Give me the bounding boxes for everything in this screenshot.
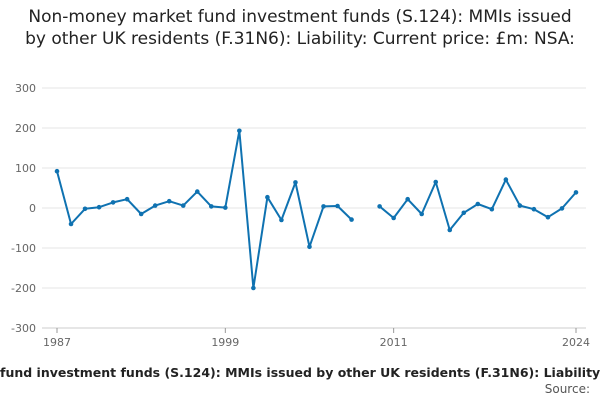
- data-point: [517, 203, 523, 208]
- source-label: Source:: [544, 382, 590, 396]
- data-point: [573, 190, 579, 195]
- y-tick-label: 0: [29, 202, 36, 215]
- data-point: [138, 211, 144, 217]
- data-point: [559, 206, 565, 211]
- data-point: [391, 215, 396, 221]
- grid-lines: [42, 87, 586, 329]
- x-tick-label: 2011: [380, 336, 408, 349]
- data-point: [545, 214, 551, 220]
- series-line-segment: [56, 129, 353, 289]
- data-point: [251, 285, 256, 291]
- y-tick-label: 200: [15, 122, 36, 135]
- data-point: [54, 168, 60, 174]
- data-point: [208, 204, 214, 209]
- x-tick-label: 2024: [562, 336, 590, 349]
- y-tick-label: -100: [11, 242, 36, 255]
- y-tick-label: -300: [11, 322, 36, 335]
- chart-title: Non-money market fund investment funds (…: [25, 7, 575, 49]
- y-tick-label: -200: [11, 282, 36, 295]
- data-point: [110, 200, 116, 205]
- data-point: [152, 203, 158, 208]
- data-point: [489, 206, 495, 212]
- data-point: [377, 204, 382, 209]
- data-point: [405, 196, 410, 202]
- data-point: [96, 204, 102, 210]
- data-point: [265, 194, 270, 200]
- y-tick-label: 100: [15, 162, 36, 175]
- y-tick-label: 300: [15, 82, 36, 95]
- data-point: [461, 210, 467, 216]
- data-point: [349, 217, 354, 222]
- data-point: [82, 206, 88, 212]
- y-axis: 300 200 100 0 -100 -200 -300: [11, 82, 36, 335]
- x-tick-label: 1987: [43, 336, 71, 349]
- footer-description: fund investment funds (S.124): MMIs issu…: [0, 365, 600, 380]
- data-point: [433, 179, 439, 185]
- series-line: [56, 129, 577, 289]
- x-axis: 1987 1999 2011 2024: [42, 327, 590, 349]
- data-point: [279, 217, 284, 223]
- data-point: [447, 227, 453, 233]
- data-point: [194, 189, 200, 194]
- data-point: [124, 196, 130, 202]
- data-point: [166, 198, 172, 204]
- data-point: [237, 128, 242, 134]
- data-point: [293, 180, 298, 185]
- data-point: [180, 203, 186, 208]
- data-point: [68, 221, 74, 227]
- data-point: [321, 204, 326, 209]
- data-point: [503, 177, 509, 182]
- data-point: [419, 211, 425, 217]
- series-points: [54, 128, 579, 291]
- data-point: [335, 203, 340, 209]
- data-point: [531, 206, 537, 212]
- data-point: [475, 201, 481, 207]
- data-point: [307, 244, 312, 250]
- data-point: [223, 205, 228, 210]
- x-tick-label: 1999: [211, 336, 239, 349]
